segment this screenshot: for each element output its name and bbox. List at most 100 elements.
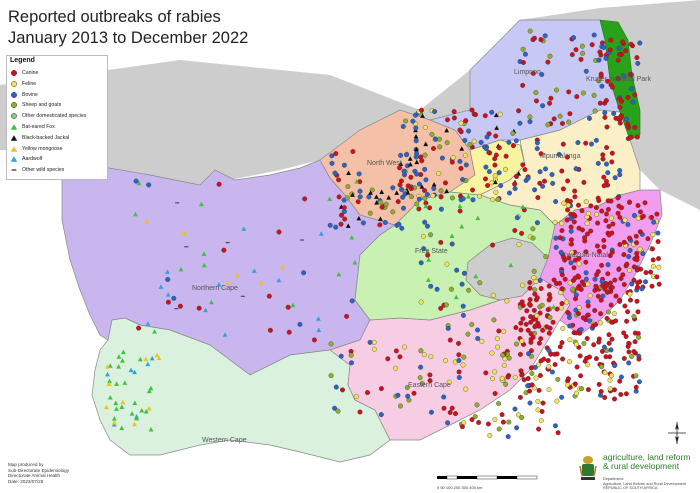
credit-line: Map produced by <box>8 462 44 467</box>
outbreak-marker <box>148 427 154 432</box>
outbreak-marker <box>555 376 561 382</box>
outbreak-marker <box>546 330 552 336</box>
outbreak-marker <box>466 193 471 199</box>
outbreak-marker <box>357 188 363 194</box>
outbreak-marker <box>512 186 518 192</box>
outbreak-marker <box>527 400 533 406</box>
outbreak-marker <box>544 324 550 330</box>
outbreak-marker <box>587 115 592 121</box>
outbreak-marker <box>420 233 426 239</box>
outbreak-marker <box>602 286 608 292</box>
outbreak-marker <box>599 364 605 370</box>
outbreak-marker <box>607 377 613 383</box>
outbreak-marker <box>473 273 479 279</box>
outbreak-marker <box>461 354 467 360</box>
outbreak-marker <box>527 119 533 125</box>
outbreak-marker <box>539 302 545 308</box>
outbreak-marker <box>486 169 492 175</box>
outbreak-marker <box>533 279 539 284</box>
outbreak-marker <box>635 203 641 208</box>
outbreak-marker <box>438 188 444 194</box>
legend-item: Aardwolf <box>10 154 106 164</box>
outbreak-marker <box>528 348 534 354</box>
outbreak-marker <box>650 257 656 263</box>
outbreak-marker <box>493 133 499 139</box>
outbreak-marker <box>617 120 623 126</box>
outbreak-marker <box>390 185 396 191</box>
outbreak-marker <box>574 364 580 370</box>
outbreak-marker <box>631 349 637 354</box>
outbreak-marker <box>449 241 455 247</box>
outbreak-marker <box>152 329 157 334</box>
logo-sub2: Agriculture, Land Reform and Rural Devel… <box>603 481 687 486</box>
outbreak-marker <box>643 279 648 285</box>
outbreak-marker <box>422 188 427 193</box>
outbreak-marker <box>601 45 607 50</box>
outbreak-marker <box>201 251 207 256</box>
outbreak-marker <box>501 328 507 334</box>
outbreak-marker <box>601 244 607 250</box>
outbreak-marker <box>492 417 498 422</box>
outbreak-marker <box>625 95 631 100</box>
outbreak-marker <box>500 352 506 358</box>
outbreak-marker <box>354 179 360 184</box>
outbreak-marker <box>594 272 600 278</box>
outbreak-marker <box>266 293 272 299</box>
outbreak-marker <box>615 210 621 216</box>
outbreak-marker <box>419 107 424 113</box>
outbreak-marker <box>520 316 526 322</box>
outbreak-marker <box>345 223 351 228</box>
outbreak-marker <box>592 287 598 293</box>
outbreak-marker <box>425 223 430 229</box>
outbreak-marker <box>458 120 464 126</box>
outbreak-marker <box>116 354 122 359</box>
outbreak-marker <box>627 267 633 273</box>
outbreak-marker <box>143 408 149 414</box>
outbreak-marker <box>571 212 577 218</box>
triangle-marker-icon <box>10 156 18 163</box>
outbreak-marker <box>617 172 623 178</box>
outbreak-marker <box>602 110 608 116</box>
outbreak-marker <box>569 241 574 247</box>
outbreak-marker <box>400 124 406 129</box>
outbreak-marker <box>627 72 633 77</box>
outbreak-marker <box>329 153 335 159</box>
outbreak-marker <box>258 280 264 285</box>
outbreak-marker <box>552 219 558 225</box>
outbreak-marker <box>623 334 629 339</box>
outbreak-marker <box>344 313 350 319</box>
outbreak-marker <box>569 52 575 58</box>
outbreak-marker <box>456 340 461 346</box>
outbreak-marker <box>196 305 202 311</box>
outbreak-marker <box>543 166 548 172</box>
outbreak-marker <box>591 342 597 348</box>
outbreak-marker <box>583 140 589 146</box>
outbreak-marker <box>531 35 537 41</box>
outbreak-marker <box>499 375 505 381</box>
outbreak-marker <box>576 305 582 311</box>
outbreak-marker <box>311 337 317 343</box>
outbreak-marker <box>450 155 456 161</box>
outbreak-marker <box>438 194 444 200</box>
outbreak-marker <box>403 118 409 124</box>
outbreak-marker <box>353 394 359 400</box>
outbreak-marker <box>519 338 525 344</box>
outbreak-marker <box>478 139 484 145</box>
outbreak-marker <box>492 391 498 396</box>
outbreak-marker <box>224 280 230 285</box>
outbreak-marker <box>612 363 618 369</box>
outbreak-marker <box>589 141 594 147</box>
outbreak-marker <box>567 359 572 365</box>
outbreak-marker <box>609 373 615 378</box>
outbreak-marker <box>201 262 207 268</box>
outbreak-marker <box>572 257 578 263</box>
outbreak-marker <box>626 360 632 366</box>
outbreak-marker <box>560 121 565 126</box>
outbreak-marker <box>518 327 524 333</box>
outbreak-marker <box>456 358 462 363</box>
outbreak-marker <box>397 354 403 360</box>
outbreak-marker <box>557 235 563 241</box>
outbreak-marker <box>251 268 257 273</box>
outbreak-marker <box>542 33 548 39</box>
outbreak-marker <box>447 410 453 415</box>
